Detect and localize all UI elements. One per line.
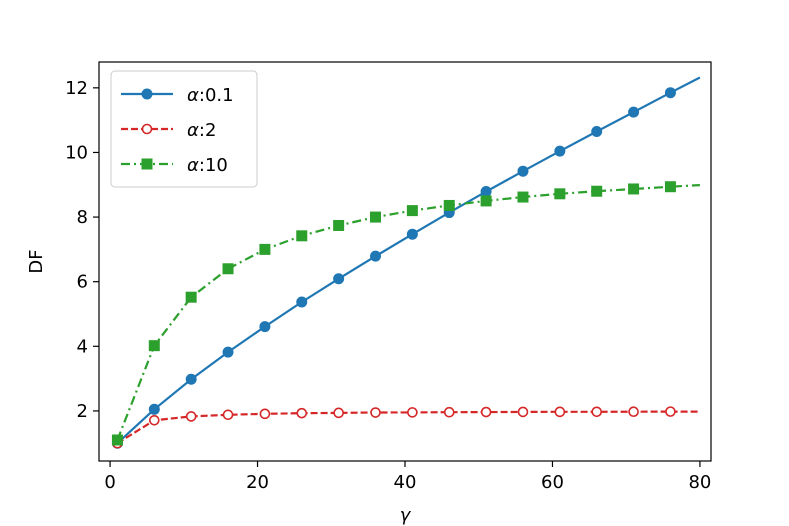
data-point [628,106,640,118]
legend-box [110,70,258,188]
x-axis-label: γ [400,505,412,526]
data-point [185,411,197,422]
data-point [333,407,344,419]
series-2 [112,406,700,449]
legend-label-value: :0.1 [199,85,234,106]
data-point [111,434,123,446]
y-axis: 2 4 6 8 10 12 [65,78,99,422]
legend-label-symbol: α [187,155,199,176]
y-tick-label: 8 [77,207,88,228]
legend-label: α:10 [187,155,228,176]
data-point [259,321,271,333]
data-point [443,199,455,211]
data-point [517,191,529,203]
data-point [259,408,271,420]
data-point [443,406,455,418]
data-point [480,195,492,207]
legend-label-value: :10 [199,155,228,176]
data-point [222,263,234,275]
data-point [480,406,492,418]
data-point [222,346,234,358]
y-tick-label: 12 [65,78,88,99]
y-tick-label: 6 [77,272,88,293]
legend-label: α:2 [187,120,216,141]
data-point [148,340,160,352]
data-point [591,406,603,418]
legend-label: α:0.1 [187,85,234,106]
data-point [148,403,160,415]
data-point [517,165,529,177]
x-tick-label: 0 [104,472,115,493]
data-point [406,228,418,240]
data-point [259,243,271,255]
data-point [149,414,160,426]
legend-label-symbol: α [187,120,199,141]
data-point [370,250,382,262]
data-point [407,407,418,418]
data-point [517,406,529,418]
legend-swatch-marker [141,123,153,135]
data-point [185,373,197,385]
y-tick-label: 4 [77,336,88,357]
y-tick-label: 10 [65,142,88,163]
data-point [664,87,676,99]
x-tick-label: 80 [688,472,711,493]
data-point [296,407,308,419]
legend-swatch-marker [141,88,153,100]
series-3 [111,181,700,446]
legend: α:0.1α:2α:10 [110,70,258,188]
x-tick-label: 40 [394,472,417,493]
data-point [554,406,566,418]
legend-label-value: :2 [199,120,217,141]
data-point [554,188,566,200]
data-point [591,185,603,197]
data-point [222,409,234,421]
legend-swatch-marker [141,158,153,170]
series-layer [111,76,701,449]
x-tick-label: 20 [246,472,269,493]
data-point [480,186,492,198]
legend-item: α:2 [121,120,216,141]
data-point [628,183,640,195]
x-axis: 0 20 40 60 80 [104,461,711,493]
data-point [333,273,345,285]
data-point [665,406,676,417]
legend-label-symbol: α [187,85,199,106]
data-point [591,125,603,137]
data-point [370,211,382,223]
y-tick-label: 2 [77,401,88,422]
data-point [296,230,308,242]
data-point [628,406,639,417]
data-point [333,219,345,231]
data-point [554,145,566,157]
x-tick-label: 60 [541,472,564,493]
legend-item: α:10 [121,155,228,176]
legend-item: α:0.1 [121,85,234,106]
data-point [185,291,197,303]
data-point [296,296,308,308]
data-point [664,181,676,193]
data-point [370,407,381,418]
y-axis-label: DF [26,249,47,273]
data-point [406,205,418,217]
